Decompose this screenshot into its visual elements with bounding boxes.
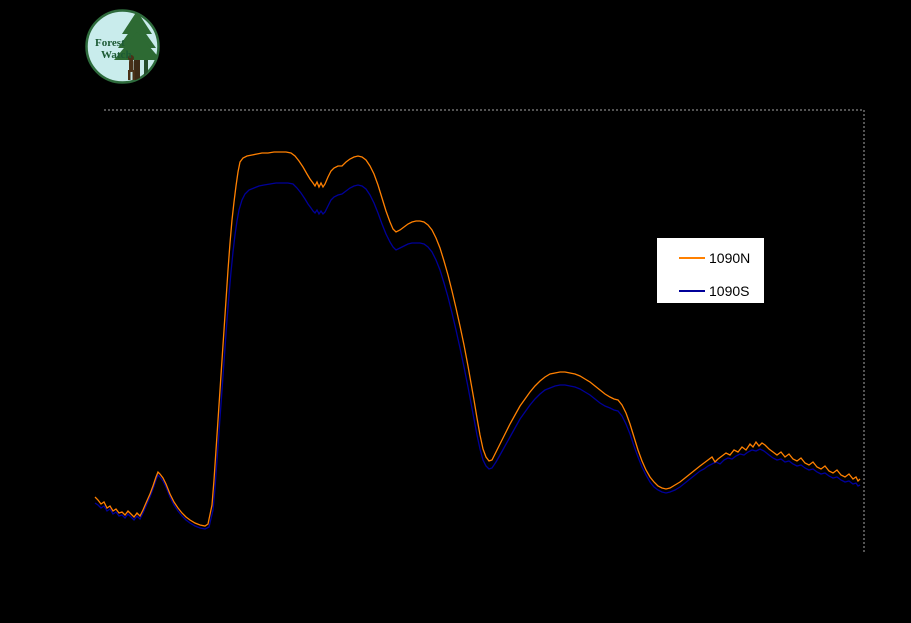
pine-tree-icon (114, 11, 159, 80)
legend-entry-1090S: 1090S (657, 278, 764, 304)
logo-text-line2: Watch (101, 49, 132, 61)
y-axis-label: Reflectance (DN) (49, 265, 65, 365)
legend-entry-1090N: 1090N (657, 245, 764, 271)
series-line-1090N (94, 151, 861, 527)
legend-label: 1090N (709, 250, 751, 266)
chart-title-line2: (July 30) (418, 37, 472, 53)
chart-title: Band 4 reflectance along a transect thro… (145, 23, 745, 53)
legend-box: 1090N 1090S (656, 237, 765, 304)
forest-watch-logo: Forest Watch (84, 8, 161, 85)
logo-text-line1: Forest (95, 37, 125, 49)
y-axis-label-wrap: Reflectance (DN) (44, 255, 70, 375)
plot-border (104, 109, 865, 552)
legend-line-sample-1090S (679, 290, 705, 292)
legend-label: 1090S (709, 283, 750, 299)
chart-title-line1: Band 4 reflectance along a transect thro… (227, 22, 663, 38)
forest-watch-logo-graphic: Forest Watch (85, 9, 160, 84)
legend-line-sample-1090N (679, 257, 705, 259)
series-line-1090S (94, 182, 861, 530)
person-icon (128, 55, 135, 80)
x-axis-label: Distance along transect (420, 582, 556, 597)
